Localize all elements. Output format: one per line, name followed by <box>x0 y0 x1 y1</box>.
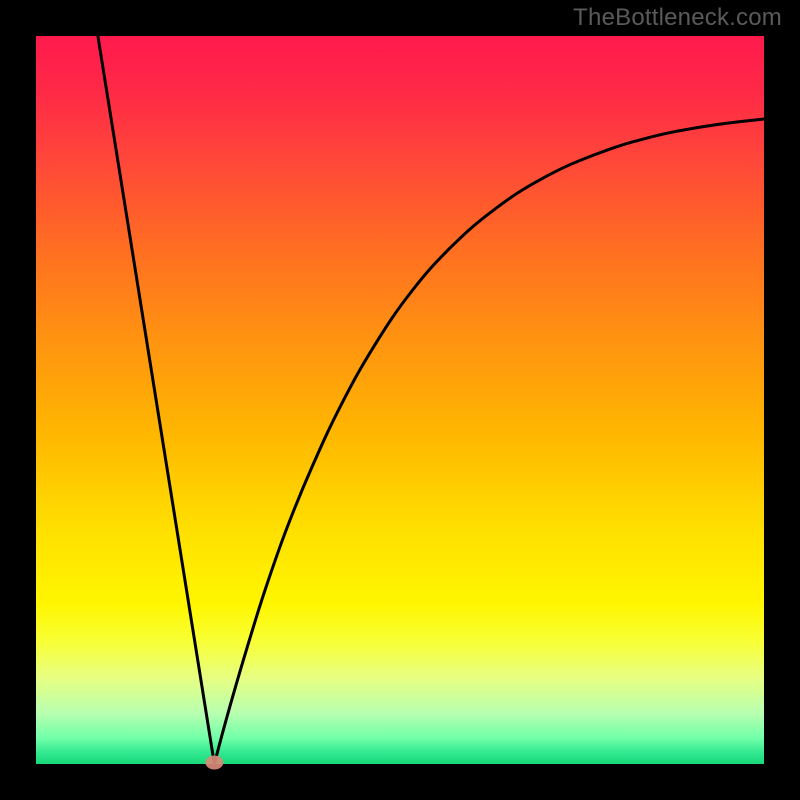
plot-background <box>36 36 764 764</box>
chart-container: TheBottleneck.com <box>0 0 800 800</box>
optimal-point-marker <box>205 756 223 770</box>
bottleneck-chart <box>0 0 800 800</box>
watermark-text: TheBottleneck.com <box>573 4 782 32</box>
